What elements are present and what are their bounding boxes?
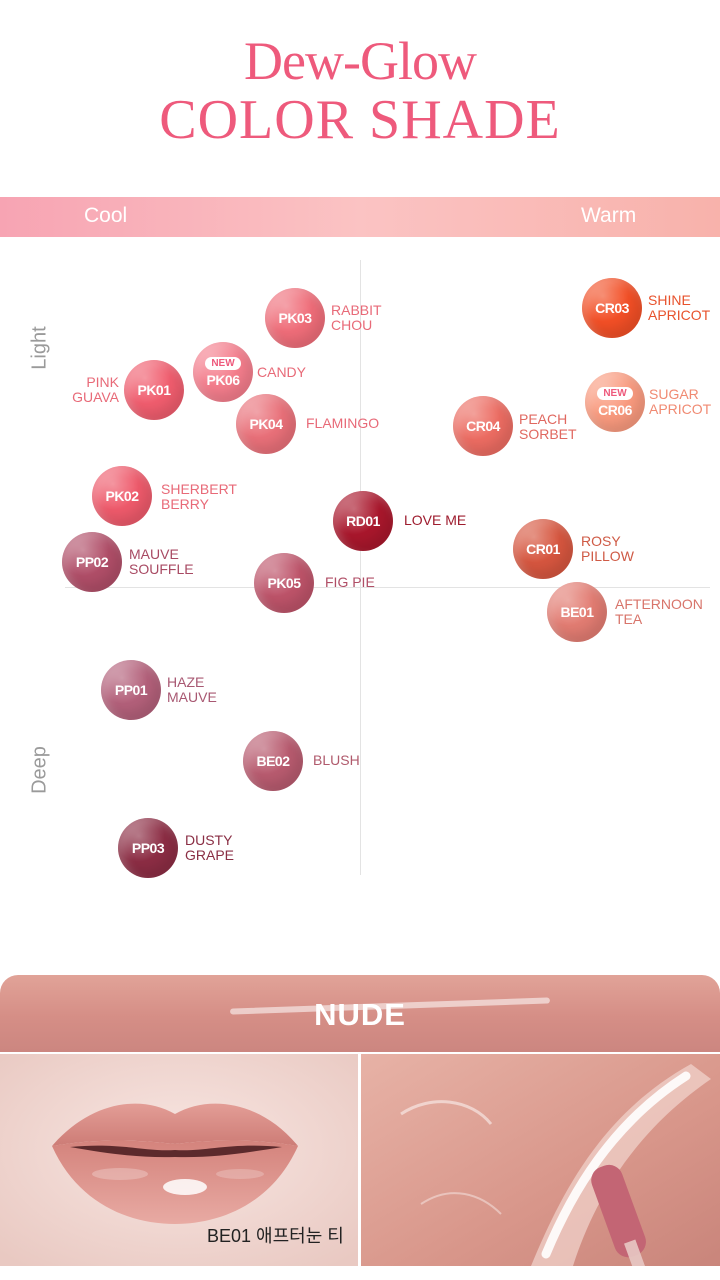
shade-name-cr01: ROSY PILLOW xyxy=(581,533,634,564)
nude-header-band xyxy=(0,975,720,1052)
shade-name-pk02: SHERBERT BERRY xyxy=(161,481,237,512)
deep-label: Deep xyxy=(28,746,51,794)
shade-code: CR03 xyxy=(595,300,629,316)
swatch-pk03[interactable]: PK03 xyxy=(265,288,325,348)
shade-name-pk04: FLAMINGO xyxy=(306,415,380,431)
swatch-pp01[interactable]: PP01 xyxy=(101,660,161,720)
shade-name-rd01: LOVE ME xyxy=(404,512,467,528)
shade-name-pp02: MAUVE SOUFFLE xyxy=(129,546,194,577)
swatch-be02[interactable]: BE02 xyxy=(243,731,303,791)
swatch-cr03[interactable]: CR03 xyxy=(582,278,642,338)
swatch-cr06[interactable]: NEW CR06 xyxy=(585,372,645,432)
swatch-rd01[interactable]: RD01 xyxy=(333,491,393,551)
swatch-pp03[interactable]: PP03 xyxy=(118,818,178,878)
warm-label: Warm xyxy=(581,204,637,227)
swatch-pp02[interactable]: PP02 xyxy=(62,532,122,592)
shade-name-be02: BLUSH xyxy=(313,752,360,768)
shade-code: PK05 xyxy=(267,575,301,591)
light-label: Light xyxy=(28,326,51,370)
shade-name-pk03: RABBIT CHOU xyxy=(331,302,382,333)
lips-illustration xyxy=(0,1054,358,1266)
shade-name-pp03: DUSTY GRAPE xyxy=(185,832,235,863)
shade-name-pk05: FIG PIE xyxy=(325,574,375,590)
swatch-be01[interactable]: BE01 xyxy=(547,582,607,642)
shade-code: PK03 xyxy=(278,310,312,326)
swatch-cr04[interactable]: CR04 xyxy=(453,396,513,456)
swatch-pk01[interactable]: PK01 xyxy=(124,360,184,420)
swatch-photo xyxy=(361,1054,720,1266)
shade-name-pk01: PINK GUAVA xyxy=(72,374,119,405)
shade-code: PP01 xyxy=(114,682,148,698)
shade-code: CR01 xyxy=(526,541,560,557)
shade-name-pp01: HAZE MAUVE xyxy=(167,674,217,705)
shade-name-cr03: SHINE APRICOT xyxy=(648,292,711,323)
shade-code: BE02 xyxy=(256,753,290,769)
cool-label: Cool xyxy=(84,204,128,227)
shade-code: PP02 xyxy=(75,554,109,570)
shade-code: PK06 xyxy=(206,371,240,388)
swatch-pk06[interactable]: NEW PK06 xyxy=(193,342,253,402)
new-badge: NEW xyxy=(597,386,633,400)
swatch-pk04[interactable]: PK04 xyxy=(236,394,296,454)
shade-code: PK02 xyxy=(105,488,139,504)
photo-caption: BE01 애프터눈 티 xyxy=(207,1226,344,1246)
shade-code: CR04 xyxy=(466,418,500,434)
nude-title: NUDE xyxy=(314,997,406,1032)
vertical-axis xyxy=(360,260,361,875)
lip-photo xyxy=(0,1054,358,1266)
shade-code: PK04 xyxy=(249,416,283,432)
shade-code: RD01 xyxy=(346,513,380,529)
title-line1: Dew-Glow xyxy=(244,31,477,91)
swatch-pk02[interactable]: PK02 xyxy=(92,466,152,526)
horizontal-axis xyxy=(65,587,710,588)
tone-bar: Cool Warm xyxy=(0,197,720,237)
shade-code: BE01 xyxy=(560,604,594,620)
shade-code: PK01 xyxy=(137,382,171,398)
swatch-pk05[interactable]: PK05 xyxy=(254,553,314,613)
new-badge: NEW xyxy=(205,356,241,370)
swatch-cr01[interactable]: CR01 xyxy=(513,519,573,579)
shade-code: CR06 xyxy=(598,401,632,418)
shade-name-be01: AFTERNOON TEA xyxy=(615,596,703,627)
shade-name-cr04: PEACH SORBET xyxy=(519,411,577,442)
shade-name-cr06: SUGAR APRICOT xyxy=(649,386,712,417)
shade-name-pk06: CANDY xyxy=(257,364,307,380)
title-line2: COLOR SHADE xyxy=(159,89,561,151)
swatch-texture-illustration xyxy=(361,1054,720,1266)
shade-code: PP03 xyxy=(131,840,165,856)
